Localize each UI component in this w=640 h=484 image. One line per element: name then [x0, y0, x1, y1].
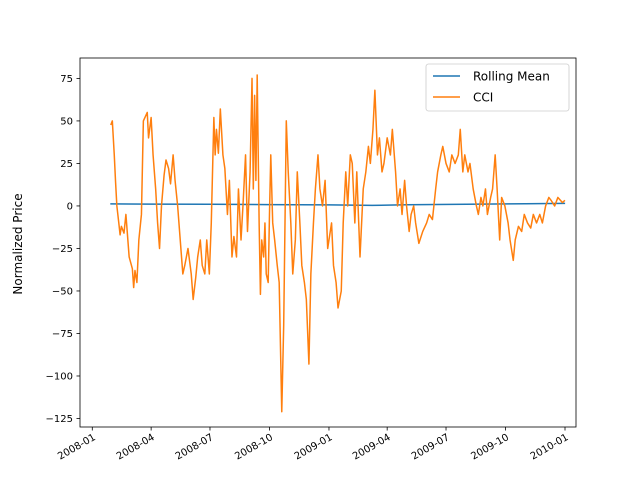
x-tick-label: 2008-10	[233, 432, 275, 462]
y-tick-label: −25	[52, 244, 73, 255]
y-tick-label: −125	[46, 414, 73, 425]
x-tick-label: 2010-01	[529, 432, 571, 462]
x-tick-label: 2008-04	[115, 432, 157, 462]
axes-frame	[79, 57, 577, 428]
x-tick-label: 2009-04	[351, 432, 393, 462]
y-tick-label: 75	[60, 74, 73, 85]
y-tick-label: −50	[52, 287, 73, 298]
series-line-rolling-mean	[110, 202, 566, 207]
x-tick-label: 2008-01	[56, 432, 98, 462]
x-tick-label: 2009-01	[293, 432, 335, 462]
series-line-cci	[110, 74, 566, 413]
x-tick-label: 2009-07	[410, 432, 452, 462]
legend-label: Rolling Mean	[473, 69, 550, 83]
y-tick-label: 25	[60, 159, 73, 170]
y-axis-label: Normalized Price	[11, 193, 25, 294]
plot-lines	[110, 74, 566, 413]
y-axis: 75 50 25 0 −25 −50 −75 −100 −125	[46, 74, 80, 425]
x-tick-label: 2008-07	[174, 432, 216, 462]
y-tick-label: 0	[67, 202, 73, 213]
x-axis: 2008-01 2008-04 2008-07 2008-10 2009-01 2009-…	[56, 427, 571, 462]
legend: Rolling Mean CCI	[425, 63, 570, 112]
x-tick-label: 2009-10	[469, 432, 511, 462]
y-tick-label: −100	[46, 372, 73, 383]
y-tick-label: 50	[60, 117, 73, 128]
legend-label: CCI	[473, 90, 493, 104]
legend-box	[425, 63, 570, 112]
axes-spines	[79, 57, 577, 428]
y-tick-label: −75	[52, 329, 73, 340]
